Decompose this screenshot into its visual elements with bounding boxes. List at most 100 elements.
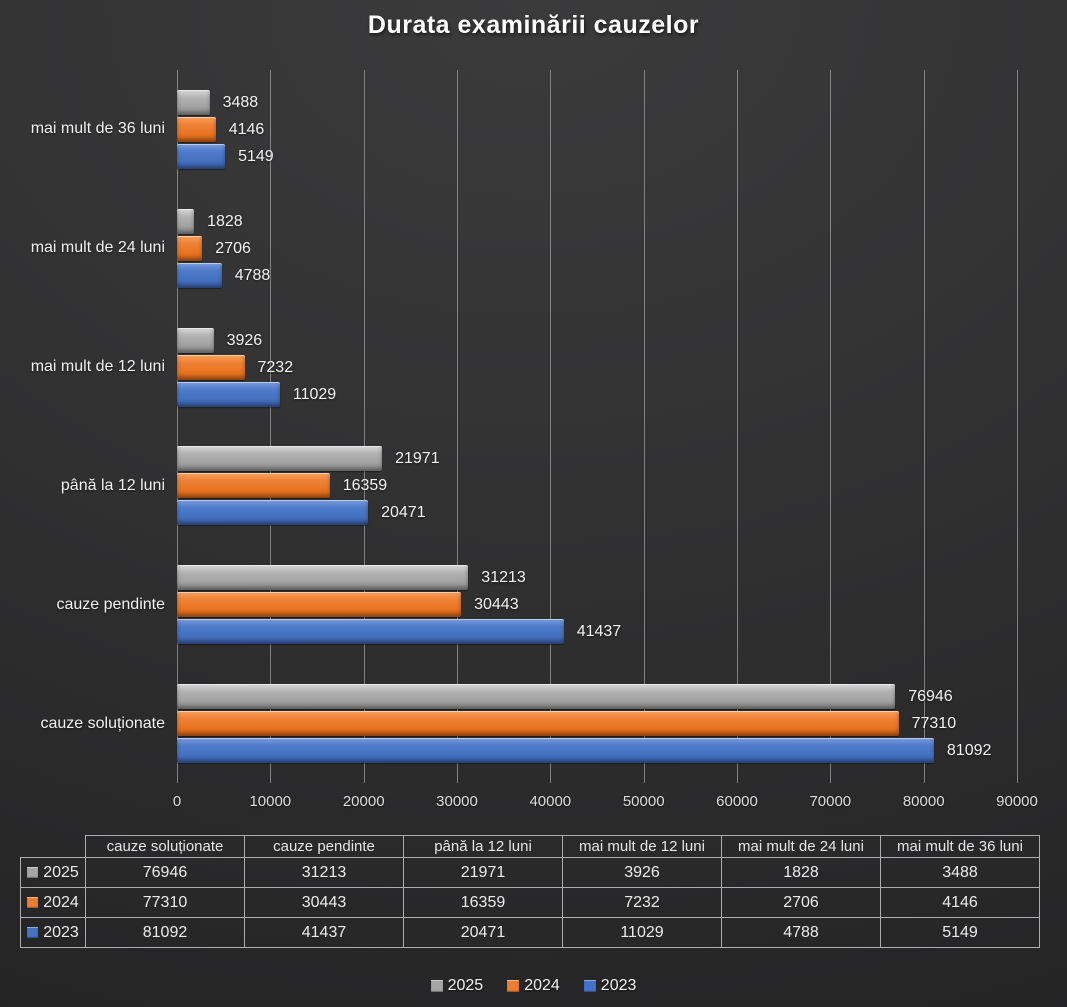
bar-value-label: 77310: [911, 715, 957, 733]
gridline: [363, 70, 365, 783]
bar-2024-pana-la-12-luni[interactable]: [177, 473, 330, 499]
bar-2024-cauze-solutionate[interactable]: [177, 711, 899, 737]
legend-swatch-icon: [583, 980, 596, 992]
table-row-label-text: 2023: [43, 923, 79, 941]
bar-2023-mai-mult-de-36-luni[interactable]: [177, 143, 226, 169]
gridline: [270, 70, 272, 783]
gridline: [643, 70, 645, 783]
bar-value-label: 30443: [474, 596, 519, 614]
table-header-mai-mult-de-24-luni: mai mult de 24 luni: [721, 835, 881, 858]
x-axis-tick-label: 50000: [622, 793, 665, 810]
chart-legend: 2025 2024 2023: [0, 972, 1067, 1000]
table-header-mai-mult-de-36-luni: mai mult de 36 luni: [880, 835, 1040, 858]
gridline: [457, 70, 458, 783]
legend-swatch-icon: [507, 980, 520, 992]
bar-value-label: 31213: [481, 569, 526, 587]
series-swatch-icon: [27, 927, 39, 938]
bar-2025-pana-la-12-luni[interactable]: [177, 446, 383, 472]
bar-value-label: 20471: [381, 504, 426, 522]
table-cell: 31213: [244, 857, 404, 888]
table-row-2025: 2025 76946 31213 21971 3926 1828 3488: [20, 857, 1040, 888]
bar-value-label: 41437: [576, 623, 622, 641]
x-axis-tick-label: 70000: [809, 793, 852, 810]
x-axis-tick-label: 90000: [996, 793, 1038, 810]
gridline: [1017, 70, 1018, 783]
bar-2025-mai-mult-de-12-luni[interactable]: [177, 327, 214, 353]
data-table: cauze soluționate cauze pendinte până la 1…: [20, 835, 1040, 948]
x-axis-tick-label: 60000: [716, 793, 758, 810]
x-axis-tick-label: 80000: [902, 793, 945, 810]
table-cell: 41437: [244, 917, 404, 948]
legend-item-2025[interactable]: 2025: [430, 977, 484, 995]
x-axis-tick-label: 0: [172, 793, 182, 810]
gridline: [550, 70, 552, 783]
bar-value-label: 16359: [342, 477, 388, 495]
bar-2023-mai-mult-de-12-luni[interactable]: [177, 381, 280, 407]
bar-value-label: 3488: [222, 93, 259, 111]
table-cell: 20471: [403, 917, 563, 948]
bar-value-label: 5149: [238, 147, 274, 165]
table-row-2024: 2024 77310 30443 16359 7232 2706 4146: [20, 887, 1040, 918]
bar-value-label: 4788: [234, 266, 271, 284]
gridline: [177, 70, 178, 783]
legend-label: 2023: [600, 977, 637, 994]
bar-value-label: 3926: [226, 331, 263, 349]
chart-title: Durata examinării cauzelor: [367, 11, 700, 39]
gridline: [923, 70, 925, 783]
series-swatch-icon: [27, 897, 39, 908]
series-swatch-icon: [27, 867, 39, 878]
table-cell: 81092: [85, 917, 245, 948]
table-cell: 1828: [721, 857, 881, 888]
category-label-mai-mult-de-24-luni: mai mult de 24 luni: [30, 239, 165, 257]
bar-2023-cauze-solutionate[interactable]: [177, 738, 934, 764]
bar-2023-cauze-pendinte[interactable]: [177, 619, 564, 645]
table-cell: 30443: [244, 887, 404, 918]
bar-value-label: 81092: [946, 742, 992, 760]
bar-2024-cauze-pendinte[interactable]: [177, 592, 462, 618]
table-cell: 4788: [721, 917, 881, 948]
table-cell: 2706: [721, 887, 881, 918]
bar-2024-mai-mult-de-36-luni[interactable]: [177, 116, 216, 142]
bar-2024-mai-mult-de-12-luni[interactable]: [177, 354, 245, 380]
bar-2025-cauze-pendinte[interactable]: [177, 565, 469, 591]
table-header-cauze-solutionate: cauze soluționate: [85, 835, 245, 858]
bar-value-label: 21971: [395, 450, 440, 468]
table-cell: 4146: [880, 887, 1040, 918]
table-cell: 77310: [85, 887, 245, 918]
bar-value-label: 4146: [228, 120, 265, 138]
table-row-label-2023: 2023: [20, 917, 86, 948]
legend-item-2023[interactable]: 2023: [583, 977, 637, 995]
bar-2024-mai-mult-de-24-luni[interactable]: [177, 235, 203, 261]
table-cell: 76946: [85, 857, 245, 888]
category-label-mai-mult-de-12-luni: mai mult de 12 luni: [30, 358, 165, 376]
plot-area: 3488 4146 5149 1828 2706 4788 3926 7232 11029 219…: [177, 70, 1018, 783]
legend-swatch-icon: [430, 980, 443, 992]
category-label-cauze-solutionate: cauze soluționate: [40, 714, 165, 732]
table-row-label-text: 2025: [43, 863, 79, 881]
category-label-cauze-pendinte: cauze pendinte: [56, 595, 165, 613]
table-cell: 5149: [880, 917, 1040, 948]
bar-2023-mai-mult-de-24-luni[interactable]: [177, 262, 222, 288]
x-axis-tick-label: 10000: [249, 793, 292, 810]
table-row-label-text: 2024: [43, 893, 79, 911]
gridline: [737, 70, 738, 783]
legend-item-2024[interactable]: 2024: [507, 977, 560, 995]
table-header-cauze-pendinte: cauze pendinte: [244, 835, 404, 858]
table-header-mai-mult-de-12-luni: mai mult de 12 luni: [562, 835, 722, 858]
table-row-label-2025: 2025: [20, 857, 86, 888]
table-cell: 16359: [403, 887, 563, 918]
table-header-pana-la-12-luni: până la 12 luni: [403, 835, 563, 858]
bar-2025-mai-mult-de-36-luni[interactable]: [177, 89, 210, 115]
bar-value-label: 7232: [257, 358, 294, 376]
bar-2023-pana-la-12-luni[interactable]: [177, 500, 369, 526]
bar-2025-mai-mult-de-24-luni[interactable]: [177, 208, 195, 234]
bar-2025-cauze-solutionate[interactable]: [177, 684, 896, 710]
table-corner-cell: [21, 836, 86, 858]
x-axis-tick-label: 20000: [342, 793, 385, 810]
legend-label: 2024: [524, 977, 560, 994]
legend-label: 2025: [447, 977, 484, 994]
category-label-mai-mult-de-36-luni: mai mult de 36 luni: [30, 120, 165, 138]
bar-value-label: 11029: [292, 385, 337, 403]
bar-value-label: 76946: [908, 688, 953, 706]
